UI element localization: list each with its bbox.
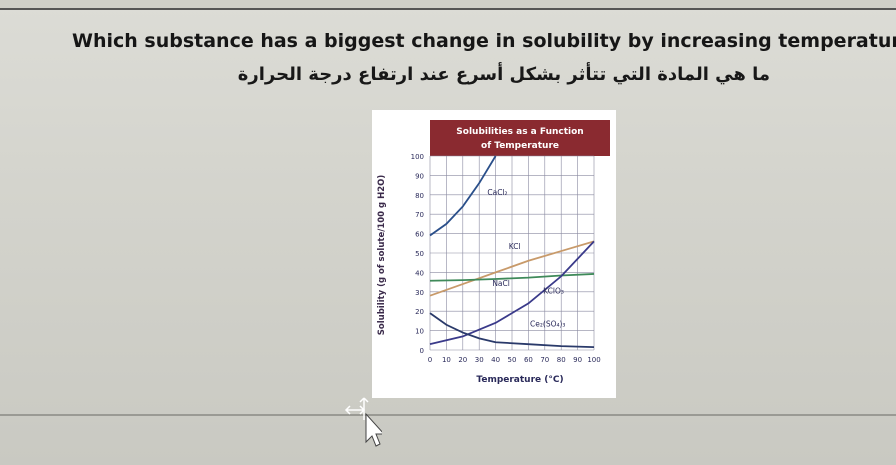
series-line-nacl (429, 273, 595, 282)
question-text-arabic: ما هي المادة التي تتأثر بشكل أسرع عند ار… (237, 64, 770, 85)
series-label-kclo3: KClO₃ (543, 287, 564, 296)
x-tick-label: 90 (573, 356, 582, 364)
chart-svg: Solubilities as a Function of Temperatur… (372, 110, 616, 398)
top-border (0, 0, 896, 10)
x-tick-label: 70 (540, 356, 549, 364)
x-tick-label: 10 (442, 356, 451, 364)
series-label-kcl: KCl (509, 242, 521, 251)
series-line-ce2so43 (429, 312, 595, 348)
y-tick-labels: 0 10 20 30 40 50 60 70 80 90 100 (411, 153, 424, 355)
series-line-cacl2 (429, 155, 497, 237)
x-tick-label: 60 (524, 356, 533, 364)
y-tick-label: 40 (415, 269, 424, 277)
bottom-divider (0, 414, 896, 416)
series-labels: CaCl₂ KCl NaCl KClO₃ Ce₂(SO₄)₃ (487, 188, 565, 329)
y-axis-label: Solubility (g of solute/100 g H2O) (377, 175, 387, 336)
series-line-kclo3 (429, 240, 595, 346)
y-tick-label: 60 (415, 231, 424, 239)
x-axis-label: Temperature (°C) (476, 375, 563, 385)
y-tick-label: 100 (411, 153, 424, 161)
series-line-kcl (429, 240, 595, 297)
x-tick-label: 30 (475, 356, 484, 364)
chart-title: Solubilities as a Function (456, 127, 583, 137)
y-tick-label: 0 (420, 347, 424, 355)
y-tick-label: 80 (415, 192, 424, 200)
series-label-ce2so43: Ce₂(SO₄)₃ (530, 320, 565, 329)
chart-title-band (430, 120, 610, 156)
y-tick-label: 30 (415, 289, 424, 297)
x-tick-label: 40 (491, 356, 500, 364)
x-tick-label: 50 (508, 356, 517, 364)
y-tick-label: 20 (415, 308, 424, 316)
series-label-nacl: NaCl (492, 279, 510, 288)
series-label-cacl2: CaCl₂ (487, 188, 507, 197)
chart-subtitle: of Temperature (481, 141, 559, 151)
chart-grid (429, 155, 595, 351)
y-tick-label: 90 (415, 172, 424, 180)
mouse-cursor-icon (342, 392, 386, 456)
x-tick-labels: 0 10 20 30 40 50 60 70 80 90 100 (428, 356, 601, 364)
x-tick-label: 100 (587, 356, 600, 364)
question-text-english: Which substance has a biggest change in … (72, 30, 896, 52)
y-tick-label: 10 (415, 328, 424, 336)
y-tick-label: 50 (415, 250, 424, 258)
solubility-chart: Solubilities as a Function of Temperatur… (372, 110, 616, 398)
x-tick-label: 0 (428, 356, 432, 364)
chart-series (429, 155, 595, 348)
x-tick-label: 80 (557, 356, 566, 364)
x-tick-label: 20 (458, 356, 467, 364)
y-tick-label: 70 (415, 211, 424, 219)
